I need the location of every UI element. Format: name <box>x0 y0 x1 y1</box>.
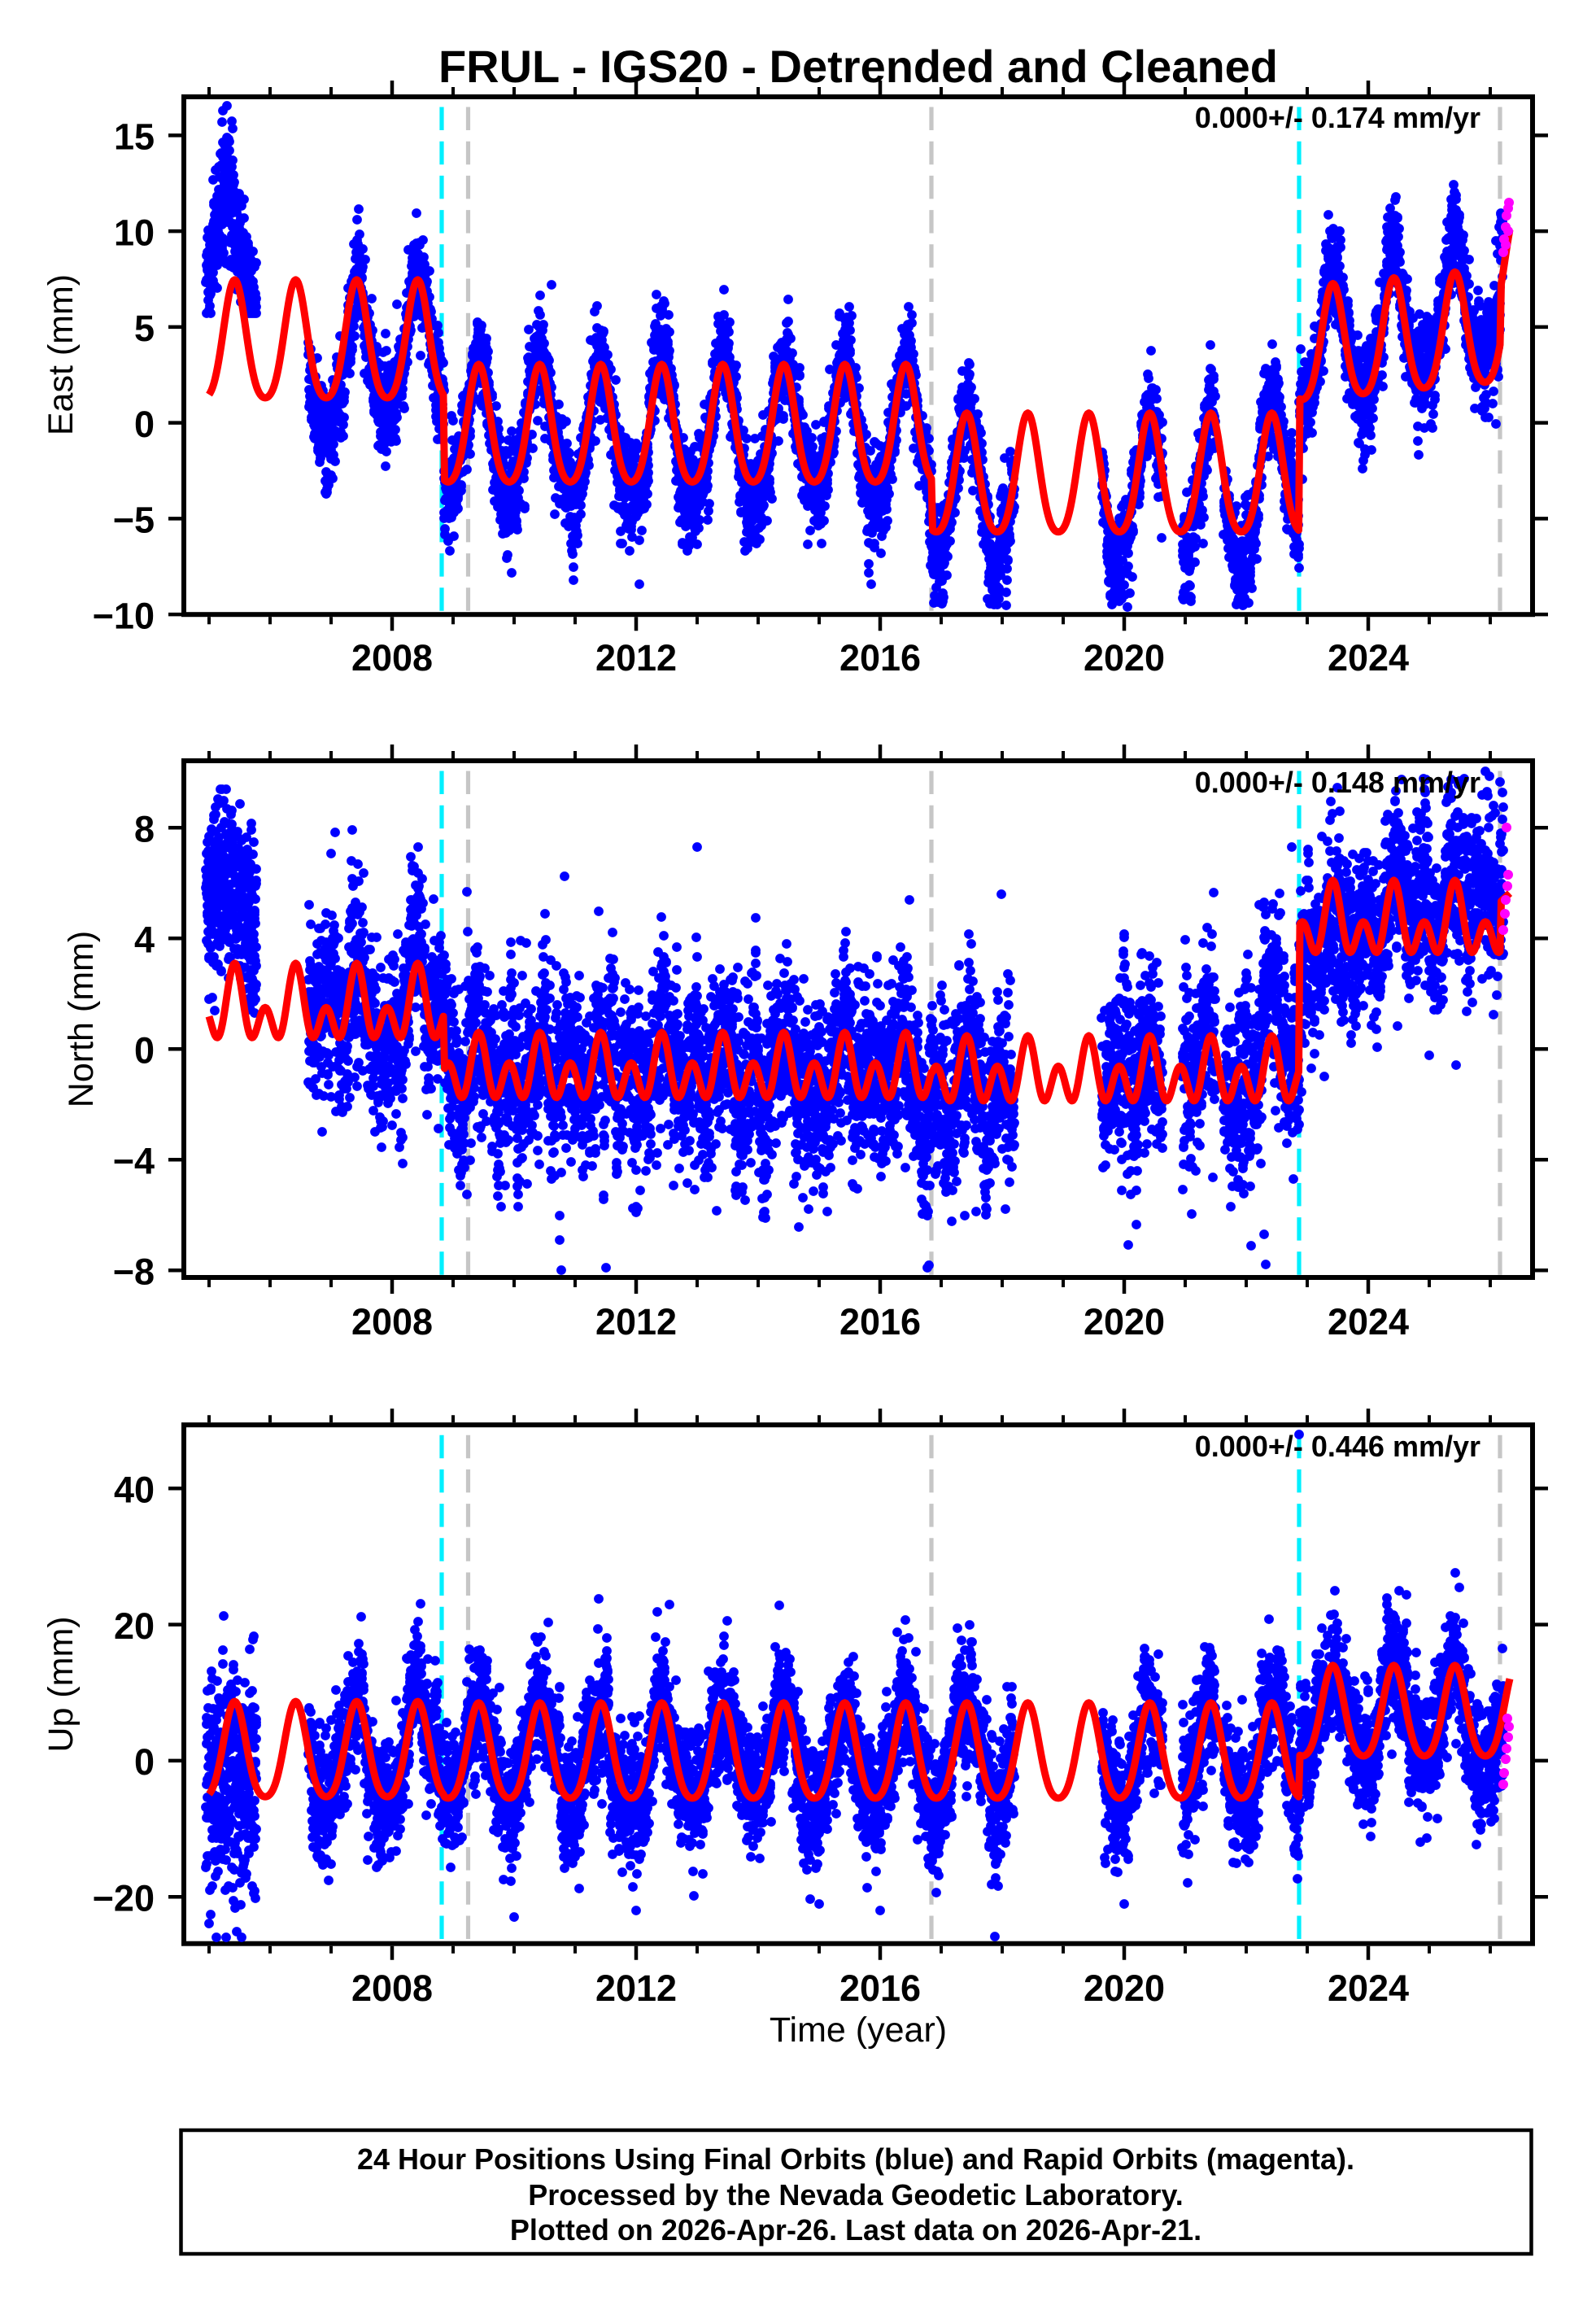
svg-text:2012: 2012 <box>595 1301 677 1343</box>
svg-text:40: 40 <box>114 1469 155 1511</box>
svg-text:East (mm): East (mm) <box>41 274 81 435</box>
svg-text:8: 8 <box>134 809 155 850</box>
svg-text:−10: −10 <box>93 595 155 636</box>
svg-text:0.000+/- 0.446 mm/yr: 0.000+/- 0.446 mm/yr <box>1195 1430 1480 1463</box>
svg-text:2020: 2020 <box>1084 637 1165 679</box>
svg-text:2016: 2016 <box>839 1301 921 1343</box>
svg-text:2016: 2016 <box>839 1967 921 2009</box>
svg-text:North (mm): North (mm) <box>62 931 101 1107</box>
svg-text:0.000+/- 0.148 mm/yr: 0.000+/- 0.148 mm/yr <box>1195 766 1480 799</box>
svg-text:4: 4 <box>134 919 155 961</box>
svg-text:2008: 2008 <box>351 1301 433 1343</box>
svg-text:2024: 2024 <box>1328 1967 1409 2009</box>
svg-text:5: 5 <box>134 308 155 349</box>
svg-text:Plotted on 2026-Apr-26. Last d: Plotted on 2026-Apr-26. Last data on 202… <box>510 2213 1201 2247</box>
svg-text:2020: 2020 <box>1084 1301 1165 1343</box>
svg-text:Time (year): Time (year) <box>770 2011 947 2050</box>
svg-text:FRUL - IGS20 - Detrended and C: FRUL - IGS20 - Detrended and Cleaned <box>438 41 1278 92</box>
svg-text:−5: −5 <box>113 500 155 541</box>
svg-text:15: 15 <box>114 116 155 158</box>
svg-text:0: 0 <box>134 1741 155 1783</box>
svg-text:−8: −8 <box>113 1251 155 1293</box>
svg-text:Up (mm): Up (mm) <box>41 1616 81 1752</box>
svg-text:20: 20 <box>114 1605 155 1647</box>
svg-text:2024: 2024 <box>1328 1301 1409 1343</box>
svg-text:2008: 2008 <box>351 637 433 679</box>
svg-text:−4: −4 <box>113 1141 155 1182</box>
svg-text:2020: 2020 <box>1084 1967 1165 2009</box>
svg-text:2012: 2012 <box>595 637 677 679</box>
svg-text:0: 0 <box>134 1030 155 1072</box>
svg-text:10: 10 <box>114 212 155 253</box>
svg-text:24 Hour Positions Using Final: 24 Hour Positions Using Final Orbits (bl… <box>357 2142 1354 2176</box>
svg-text:0.000+/- 0.174 mm/yr: 0.000+/- 0.174 mm/yr <box>1195 101 1480 134</box>
svg-text:2024: 2024 <box>1328 637 1409 679</box>
svg-text:0: 0 <box>134 404 155 445</box>
svg-text:Processed by the Nevada Geodet: Processed by the Nevada Geodetic Laborat… <box>528 2178 1184 2212</box>
svg-text:2012: 2012 <box>595 1967 677 2009</box>
svg-text:2008: 2008 <box>351 1967 433 2009</box>
svg-text:−20: −20 <box>93 1877 155 1919</box>
svg-text:2016: 2016 <box>839 637 921 679</box>
